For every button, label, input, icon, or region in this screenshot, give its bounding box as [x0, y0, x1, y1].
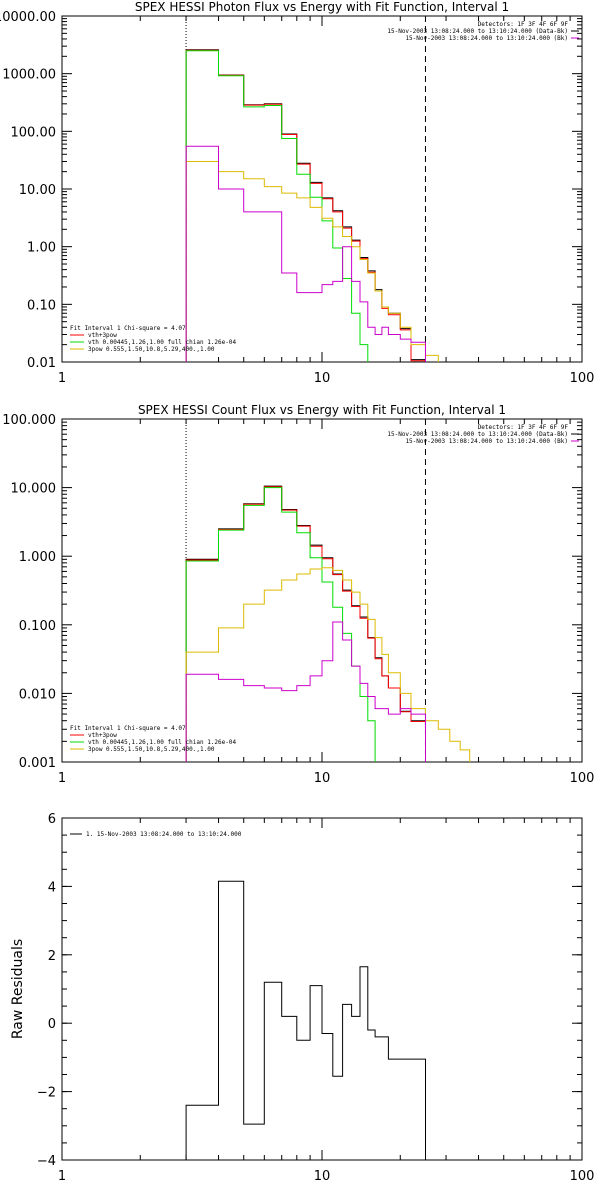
y-tick-label: 0: [48, 1017, 56, 1032]
legend-entry: 3pow 0.555,1.50,10.8,5.29,400.,1.00: [88, 346, 215, 353]
y-tick-label: 1.00: [27, 241, 56, 256]
fit-info: Fit Interval 1 Chi-square = 4.07: [70, 725, 186, 732]
y-tick-label: −4: [37, 1154, 56, 1169]
x-tick-label: 1: [58, 371, 66, 386]
y-tick-label: 100.000: [2, 413, 56, 428]
y-tick-label: 4: [48, 880, 56, 895]
header-line: 15-Nov-2003 13:08:24.000 to 13:10:24.000…: [387, 28, 568, 35]
header-line: 15-Nov-2003 13:08:24.000 to 13:10:24.000…: [405, 438, 568, 445]
y-tick-label: 0.01: [27, 356, 56, 371]
chart-panel-2: SPEX HESSI Count Flux vs Energy with Fit…: [2, 403, 595, 786]
series-fit: [185, 486, 426, 762]
y-tick-label: 2: [48, 949, 56, 964]
series-fit: [185, 49, 426, 362]
legend-entry: vth 0.00445,1.26,1.00 full chian 1.26e-0…: [88, 339, 236, 346]
series-background: [185, 145, 426, 362]
plot-frame: [61, 418, 583, 763]
fit-info: Fit Interval 1 Chi-square = 4.07: [70, 325, 186, 332]
y-tick-label: 0.10: [27, 298, 56, 313]
header-line: 15-Nov-2003 13:08:24.000 to 13:10:24.000…: [405, 35, 568, 42]
y-tick-label: 1000.00: [2, 68, 56, 83]
y-tick-label: 6: [48, 812, 56, 827]
x-tick-label: 100: [570, 1169, 595, 1184]
series-background: [185, 621, 426, 762]
chart-title: SPEX HESSI Photon Flux vs Energy with Fi…: [135, 0, 509, 14]
series-3pow: [185, 567, 471, 762]
y-tick-label: 100.00: [11, 125, 57, 140]
y-tick-label: −2: [37, 1086, 56, 1101]
chart-title: SPEX HESSI Count Flux vs Energy with Fit…: [138, 403, 506, 417]
x-tick-label: 10: [314, 1169, 331, 1184]
y-tick-label: 1.000: [19, 550, 56, 565]
x-tick-label: 100: [570, 371, 595, 386]
y-tick-label: 0.010: [19, 687, 56, 702]
series-data: [185, 485, 426, 762]
chart-panel-3: 1 10 100 6 4 2 0 −2 −4 1. 15-Nov-2003 13:08:24.00…: [10, 812, 595, 1184]
y-axis-label: Raw Residuals: [10, 939, 26, 1039]
series-3pow: [185, 161, 439, 362]
series-residuals: [185, 880, 426, 1160]
y-tick-label: 0.001: [19, 756, 56, 771]
y-tick-label: 0.100: [19, 619, 56, 634]
series-vth: [185, 487, 376, 762]
x-tick-label: 1: [58, 771, 66, 786]
series-data: [185, 49, 426, 362]
y-tick-label: 10.000: [11, 482, 57, 497]
series-vth: [185, 50, 369, 362]
header-line: Detectors: 1F 3F 4F 6F 9F: [478, 424, 569, 431]
x-tick-label: 1: [58, 1169, 66, 1184]
y-tick-label: 10000.00: [0, 10, 56, 25]
x-tick-label: 100: [570, 771, 595, 786]
legend-entry: vth 0.00445,1.26,1.00 full chian 1.26e-0…: [88, 739, 236, 746]
header-line: Detectors: 1F 3F 4F 6F 9F: [478, 21, 569, 28]
header-line: 15-Nov-2003 13:08:24.000 to 13:10:24.000…: [387, 431, 568, 438]
legend-entry: 1. 15-Nov-2003 13:08:24.000 to 13:10:24.…: [86, 831, 242, 838]
x-tick-label: 10: [314, 771, 331, 786]
x-tick-label: 10: [314, 371, 331, 386]
legend-entry: 3pow 0.555,1.50,10.8,5.29,400.,1.00: [88, 746, 215, 753]
legend-entry: vth+3pow: [88, 332, 117, 339]
y-tick-label: 10.00: [19, 183, 56, 198]
chart-panel-1: SPEX HESSI Photon Flux vs Energy with Fi…: [0, 0, 595, 386]
legend-entry: vth+3pow: [88, 732, 117, 739]
